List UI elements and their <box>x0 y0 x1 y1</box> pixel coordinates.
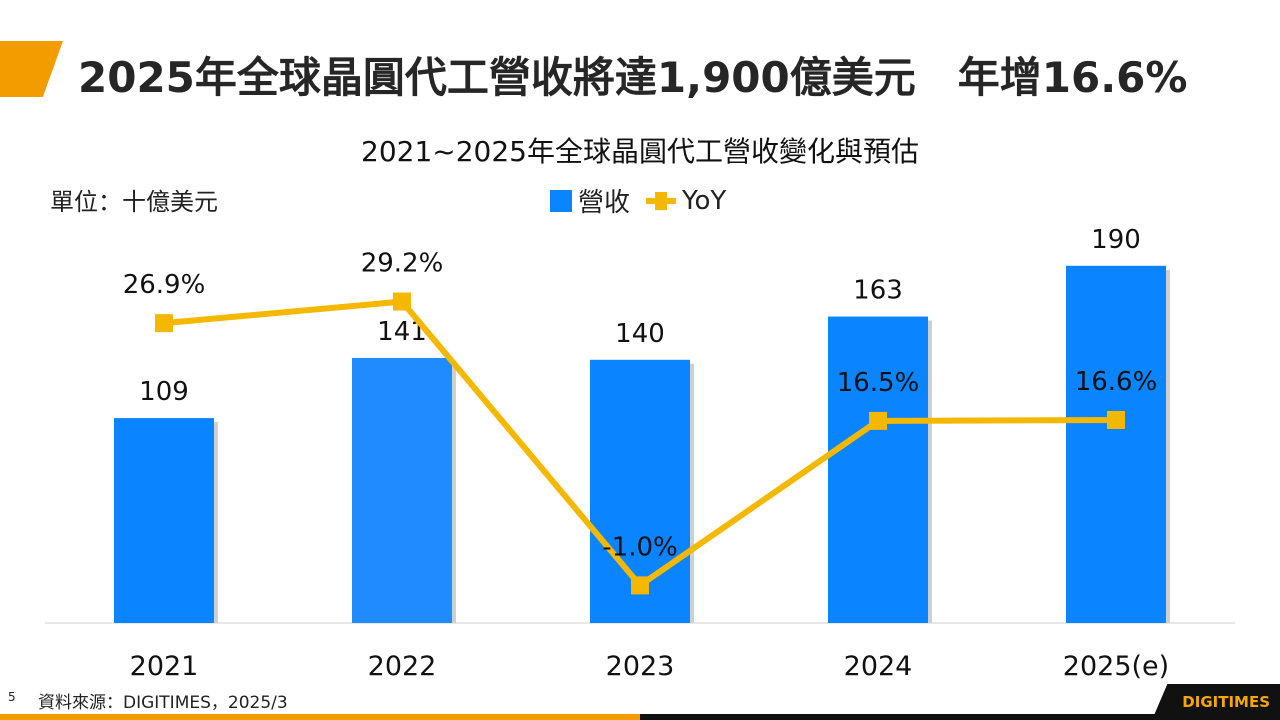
x-tick-label: 2024 <box>844 651 913 682</box>
bar-2024 <box>828 316 928 623</box>
yoy-label: 16.5% <box>837 368 920 398</box>
logo-text: DIGITIMES <box>1182 693 1270 711</box>
unit-label: 單位：十億美元 <box>50 188 218 216</box>
bottom-bar-black <box>640 714 1280 720</box>
bar-2025(e) <box>1066 265 1166 623</box>
x-tick-label: 2023 <box>606 651 675 682</box>
bar-label: 190 <box>1091 225 1141 255</box>
bar-2022 <box>352 357 452 623</box>
page-number: 5 <box>8 690 16 704</box>
bar-label: 109 <box>139 377 189 407</box>
yoy-label: -1.0% <box>602 532 677 562</box>
legend-line-swatch <box>646 191 677 210</box>
chart-title: 2021~2025年全球晶圓代工營收變化與預估 <box>361 135 919 168</box>
yoy-marker <box>1107 410 1125 429</box>
x-tick-label: 2021 <box>130 651 199 682</box>
bottom-bar-orange <box>0 714 640 720</box>
yoy-marker <box>393 292 411 311</box>
yoy-marker <box>631 576 649 595</box>
legend-bar-swatch <box>550 189 572 212</box>
page-title: 2025年全球晶圓代工營收將達1,900億美元 年增16.6% <box>78 53 1188 102</box>
legend-yoy: YoY <box>682 185 727 216</box>
yoy-marker <box>155 314 173 333</box>
bar-2021 <box>114 418 214 623</box>
legend-revenue: 營收 <box>578 188 631 218</box>
source-note: 資料來源：DIGITIMES，2025/3 <box>38 693 288 713</box>
yoy-label: 26.9% <box>123 270 206 300</box>
yoy-label: 16.6% <box>1075 367 1158 397</box>
digitimes-logo: DIGITIMES <box>1152 684 1280 720</box>
yoy-label: 29.2% <box>361 249 444 279</box>
x-tick-label: 2022 <box>368 651 437 682</box>
bar-label: 163 <box>853 276 903 306</box>
bar-label: 140 <box>615 319 665 349</box>
yoy-marker <box>869 411 887 430</box>
legend: 營收 YoY <box>550 182 726 219</box>
x-tick-label: 2025(e) <box>1063 651 1169 682</box>
